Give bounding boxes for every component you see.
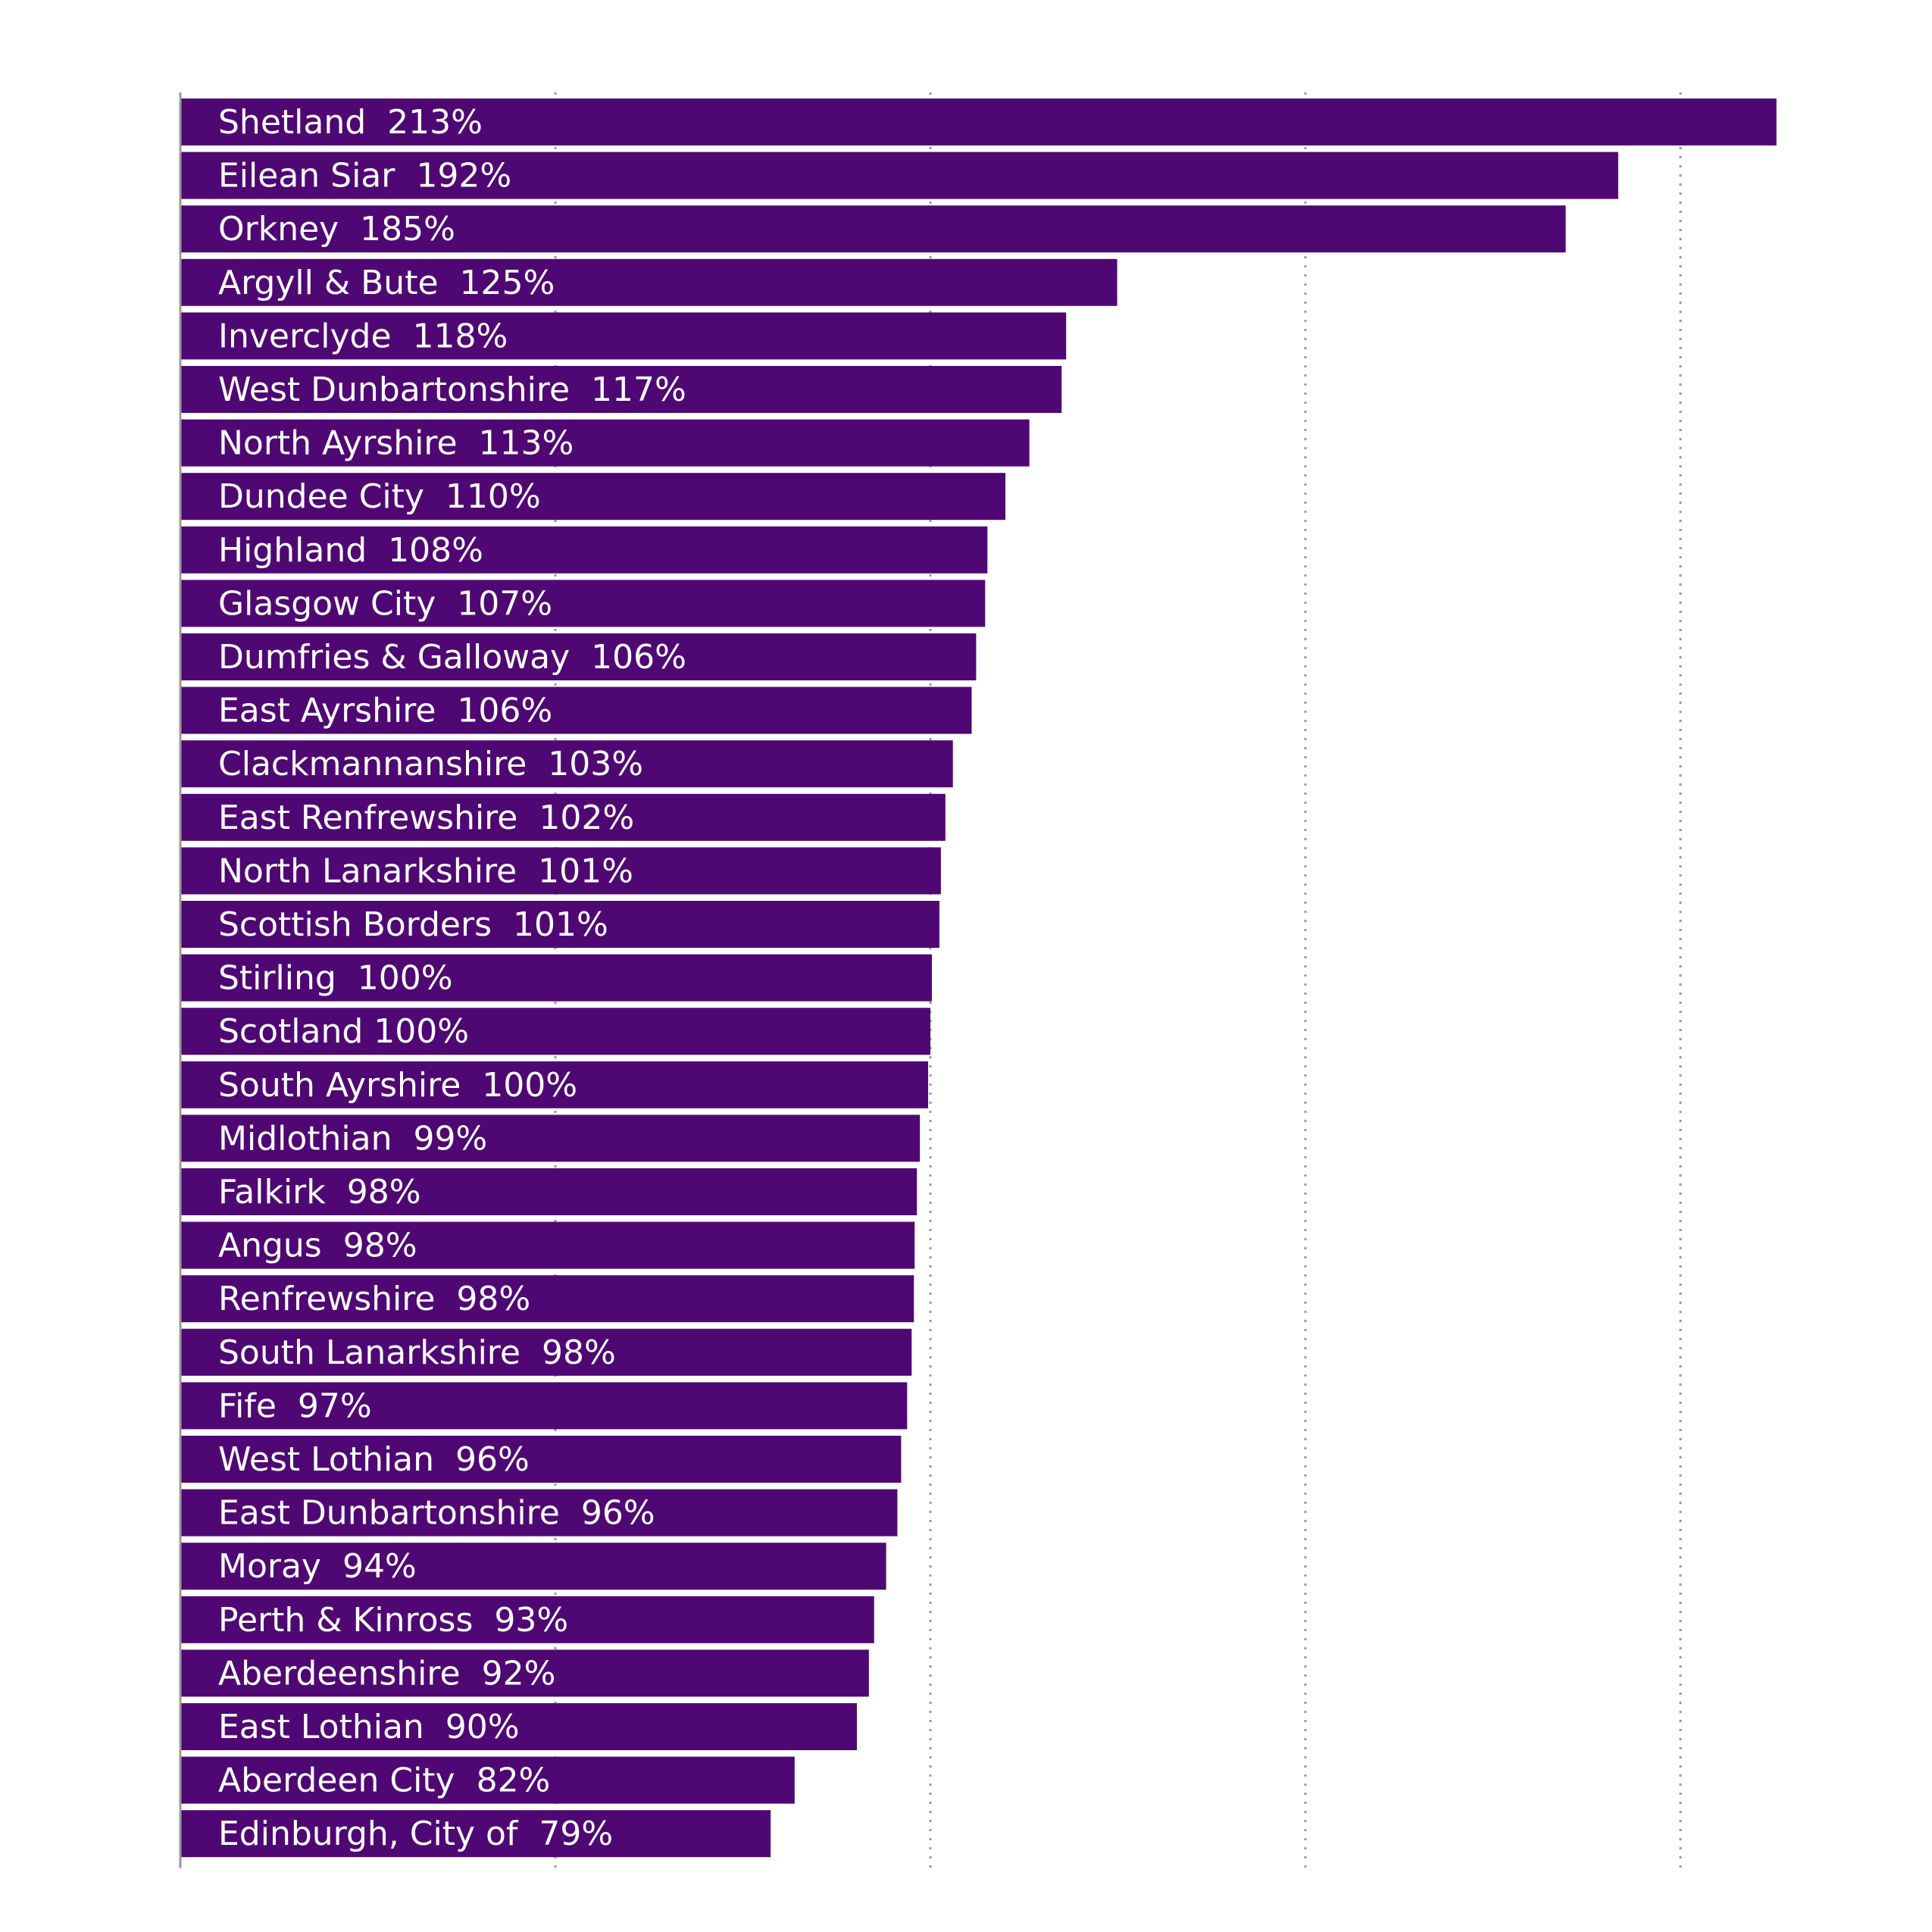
- bar-label-10: Dumfries & Galloway 106%: [218, 638, 686, 677]
- bar-20: [180, 1168, 918, 1215]
- bar-label-15: Scottish Borders 101%: [218, 905, 608, 944]
- bar-label-21: Angus 98%: [218, 1227, 417, 1265]
- bar-label-27: Moray 94%: [218, 1547, 417, 1586]
- bar-label-19: Midlothian 99%: [218, 1119, 487, 1158]
- bar-29: [180, 1649, 869, 1697]
- bar-label-26: East Dunbartonshire 96%: [218, 1494, 655, 1533]
- bar-label-13: East Renfrewshire 102%: [218, 799, 634, 837]
- bar-label-25: West Lothian 96%: [218, 1440, 530, 1479]
- bar-15: [180, 901, 939, 948]
- bar-0: [180, 98, 1777, 145]
- bar-label-29: Aberdeenshire 92%: [218, 1654, 555, 1693]
- bar-31: [180, 1756, 795, 1804]
- bar-label-18: South Ayrshire 100%: [218, 1066, 577, 1105]
- bar-label-0: Shetland 213%: [218, 103, 483, 142]
- bar-label-30: East Lothian 90%: [218, 1708, 520, 1746]
- bar-11: [180, 686, 972, 734]
- bar-13: [180, 793, 946, 841]
- bar-21: [180, 1221, 915, 1269]
- bar-label-31: Aberdeen City 82%: [218, 1762, 550, 1800]
- bar-4: [180, 312, 1067, 360]
- bar-label-3: Argyll & Bute 125%: [218, 264, 555, 302]
- bar-label-23: South Lanarkshire 98%: [218, 1333, 616, 1372]
- bar-8: [180, 526, 988, 574]
- bar-9: [180, 580, 986, 627]
- bar-label-14: North Lanarkshire 101%: [218, 852, 633, 890]
- bar-26: [180, 1489, 898, 1537]
- bar-label-17: Scotland 100%: [218, 1012, 469, 1051]
- bar-28: [180, 1596, 874, 1643]
- bar-22: [180, 1275, 914, 1323]
- bar-3: [180, 258, 1118, 306]
- bar-1: [180, 152, 1618, 199]
- bar-label-9: Glasgow City 107%: [218, 584, 552, 623]
- bar-27: [180, 1543, 886, 1590]
- bar-10: [180, 633, 977, 680]
- bar-label-2: Orkney 185%: [218, 210, 455, 249]
- bar-label-24: Fife 97%: [218, 1386, 372, 1425]
- bar-25: [180, 1436, 902, 1483]
- bar-label-16: Stirling 100%: [218, 959, 453, 998]
- bar-label-12: Clackmannanshire 103%: [218, 745, 643, 783]
- bar-label-1: Eilean Siar 192%: [218, 157, 511, 195]
- bars: [180, 98, 1777, 1858]
- bar-label-5: West Dunbartonshire 117%: [218, 370, 686, 409]
- bar-labels: Shetland 213% Eilean Siar 192% Orkney 185%…: [218, 103, 686, 1853]
- bar-5: [180, 366, 1062, 413]
- bar-23: [180, 1328, 912, 1376]
- bar-label-11: East Ayrshire 106%: [218, 692, 552, 730]
- bar-label-22: Renfrewshire 98%: [218, 1280, 530, 1318]
- bar-6: [180, 419, 1030, 467]
- bar-label-20: Falkirk 98%: [218, 1173, 421, 1211]
- bar-12: [180, 740, 953, 788]
- bar-18: [180, 1061, 929, 1108]
- bar-label-6: North Ayrshire 113%: [218, 424, 574, 463]
- bar-label-32: Edinburgh, City of 79%: [218, 1815, 613, 1853]
- bar-label-28: Perth & Kinross 93%: [218, 1601, 568, 1640]
- bar-17: [180, 1008, 930, 1055]
- bar-30: [180, 1703, 857, 1750]
- bar-label-7: Dundee City 110%: [218, 477, 541, 516]
- bar-24: [180, 1382, 908, 1430]
- bar-19: [180, 1114, 921, 1162]
- bar-label-8: Highland 108%: [218, 531, 483, 570]
- bar-16: [180, 954, 932, 1002]
- bar-7: [180, 473, 1005, 521]
- bar-14: [180, 847, 941, 895]
- bar-2: [180, 205, 1566, 253]
- bar-label-4: Inverclyde 118%: [218, 317, 508, 355]
- bar-32: [180, 1810, 771, 1858]
